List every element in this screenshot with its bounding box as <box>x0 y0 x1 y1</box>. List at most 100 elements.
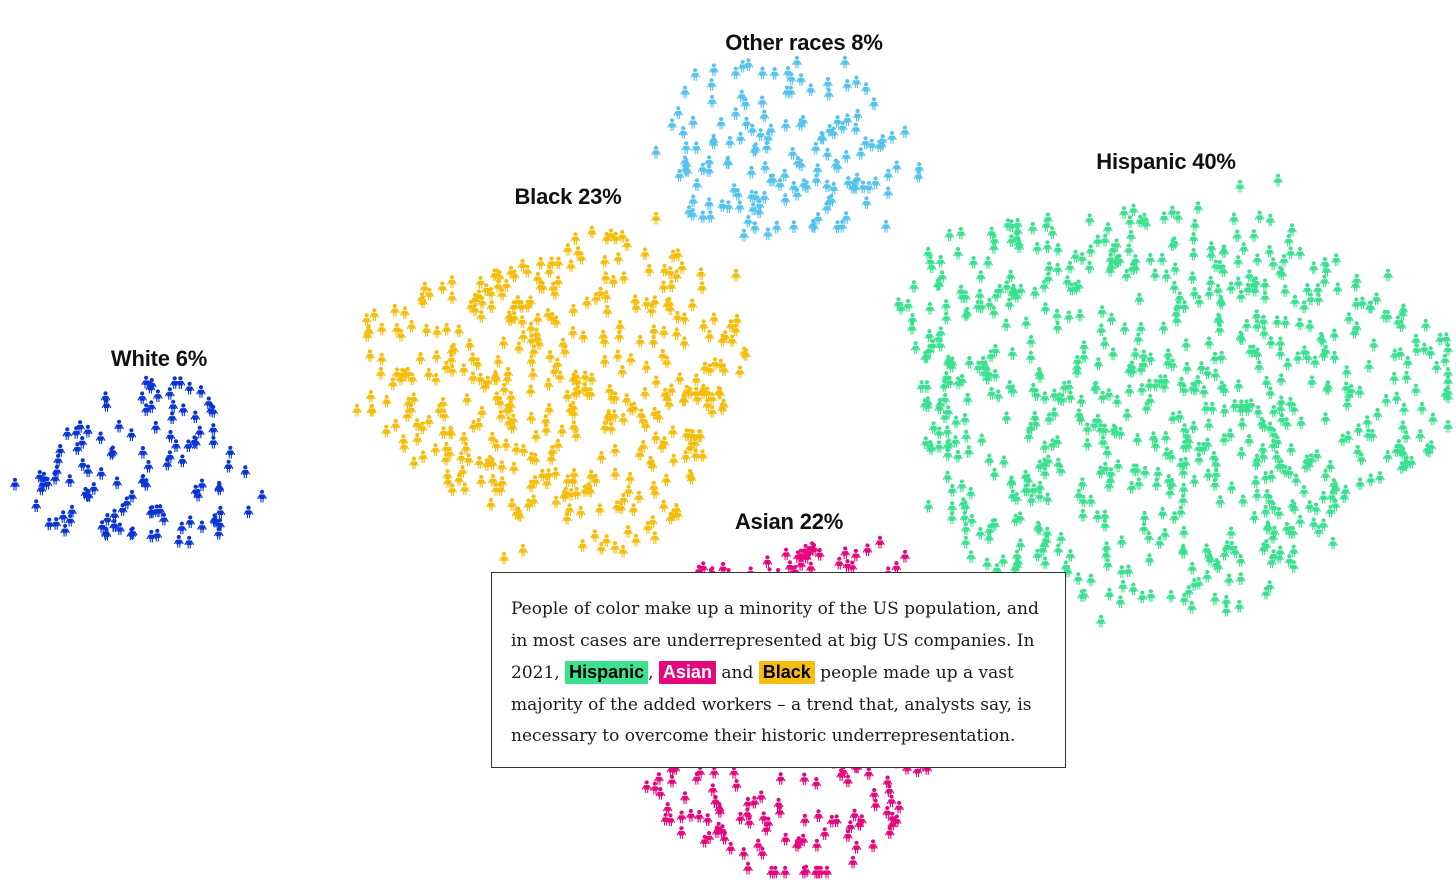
black-person-icon <box>727 334 737 348</box>
white-person-icon <box>165 429 176 443</box>
asian-person-icon <box>819 827 830 840</box>
hispanic-person-icon <box>1130 347 1141 361</box>
white-person-icon <box>112 476 122 490</box>
hispanic-person-icon <box>1258 419 1269 433</box>
other-person-icon <box>723 200 734 213</box>
asian-person-icon <box>775 805 785 819</box>
hispanic-person-icon <box>944 228 955 242</box>
other-person-icon <box>851 75 862 89</box>
hispanic-person-icon <box>1236 289 1246 303</box>
black-person-icon <box>679 312 690 325</box>
hispanic-person-icon <box>1125 215 1135 229</box>
hispanic-person-icon <box>1182 361 1192 375</box>
other-person-icon <box>651 145 661 159</box>
black-person-icon <box>468 371 478 385</box>
black-person-icon <box>661 473 672 487</box>
asian-person-icon <box>707 783 718 797</box>
black-person-icon <box>566 259 576 273</box>
white-person-icon <box>95 431 106 445</box>
hispanic-person-icon <box>966 550 976 563</box>
asian-person-icon <box>848 855 858 869</box>
hispanic-person-icon <box>910 341 921 354</box>
asian-person-icon <box>775 772 786 785</box>
asian-person-icon <box>756 790 767 804</box>
hispanic-person-icon <box>1187 271 1198 285</box>
black-person-icon <box>496 460 507 473</box>
black-person-icon <box>687 298 698 312</box>
other-person-icon <box>771 220 782 234</box>
hispanic-person-icon <box>963 445 974 458</box>
hispanic-person-icon <box>1254 360 1264 374</box>
black-person-icon <box>562 389 573 403</box>
black-person-icon <box>600 420 610 434</box>
other-person-icon <box>810 141 821 155</box>
hispanic-person-icon <box>1145 252 1156 266</box>
hispanic-person-icon <box>956 226 966 240</box>
other-person-icon <box>759 109 770 123</box>
other-person-icon <box>811 173 822 187</box>
hispanic-person-icon <box>1283 234 1294 247</box>
black-person-icon <box>553 438 563 452</box>
black-person-icon <box>459 482 470 496</box>
black-person-icon <box>623 525 633 538</box>
hispanic-person-icon <box>1039 440 1050 454</box>
hispanic-person-icon <box>989 467 1000 481</box>
white-person-icon <box>240 465 251 479</box>
asian-person-icon <box>863 767 874 780</box>
black-person-icon <box>441 322 452 336</box>
black-person-icon <box>415 352 426 365</box>
hispanic-person-icon <box>1078 508 1088 522</box>
white-person-icon <box>10 477 20 491</box>
other-person-icon <box>823 87 834 101</box>
hispanic-person-icon <box>1215 495 1226 508</box>
hispanic-person-icon <box>1137 383 1147 396</box>
black-person-icon <box>741 348 751 361</box>
other-person-icon <box>780 193 791 207</box>
other-person-icon <box>705 210 716 223</box>
black-person-icon <box>618 413 629 426</box>
other-person-icon <box>757 95 768 109</box>
hispanic-person-icon <box>1077 252 1087 265</box>
highlight-hispanic: Hispanic <box>565 661 649 684</box>
black-group-label: Black 23% <box>514 184 622 209</box>
white-person-icon <box>143 459 154 473</box>
hispanic-group-label: Hispanic 40% <box>1096 149 1236 174</box>
asian-person-icon <box>780 832 791 846</box>
asian-person-icon <box>900 549 910 563</box>
other-person-icon <box>840 55 850 69</box>
white-person-icon <box>102 513 113 526</box>
hispanic-person-icon <box>1160 431 1171 444</box>
hispanic-person-icon <box>1181 338 1191 352</box>
hispanic-person-icon <box>1032 242 1043 255</box>
hispanic-person-icon <box>1401 430 1411 443</box>
hispanic-person-icon <box>1023 429 1034 443</box>
hispanic-person-icon <box>951 415 961 429</box>
other-person-icon <box>737 59 748 73</box>
asian-person-icon <box>762 555 773 569</box>
hispanic-person-icon <box>1318 518 1329 532</box>
black-person-icon <box>365 390 376 403</box>
hispanic-person-icon <box>1150 268 1160 282</box>
other-person-icon <box>730 107 741 121</box>
other-person-icon <box>707 94 717 108</box>
hispanic-person-icon <box>1252 488 1262 502</box>
black-person-icon <box>644 263 655 277</box>
hispanic-person-icon <box>1219 404 1230 418</box>
black-person-icon <box>498 336 509 350</box>
hispanic-person-icon <box>1199 385 1209 398</box>
other-person-icon <box>792 55 802 69</box>
black-person-icon <box>535 256 546 270</box>
hispanic-person-icon <box>1342 397 1353 411</box>
hispanic-person-icon <box>1056 531 1066 545</box>
hispanic-person-icon <box>1368 338 1379 352</box>
hispanic-person-icon <box>1233 255 1243 268</box>
other-races-icon-cluster <box>651 55 925 242</box>
black-person-icon <box>650 431 661 444</box>
hispanic-person-icon <box>1042 240 1053 254</box>
annotation-text-intro: People of color make up a minority of th… <box>511 599 1039 683</box>
hispanic-person-icon <box>1237 417 1248 431</box>
hispanic-person-icon <box>1093 357 1104 371</box>
black-person-icon <box>658 280 669 294</box>
other-person-icon <box>739 228 749 242</box>
